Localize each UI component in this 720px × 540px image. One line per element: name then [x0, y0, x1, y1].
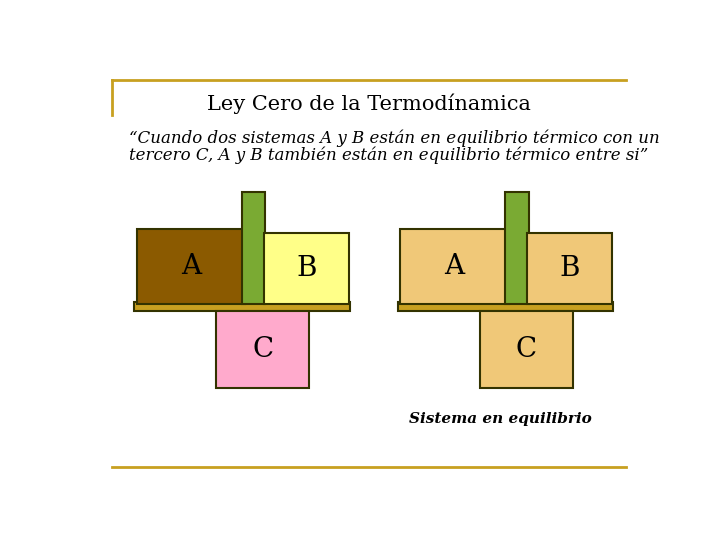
Bar: [400, 229, 508, 303]
Text: “Cuando dos sistemas A y B están en equilibrio térmico con un: “Cuando dos sistemas A y B están en equi…: [129, 130, 660, 147]
Text: A: A: [444, 253, 464, 280]
Bar: [505, 192, 528, 303]
Text: tercero C, A y B también están en equilibrio térmico entre si”: tercero C, A y B también están en equili…: [129, 146, 648, 164]
Bar: [397, 302, 613, 311]
Text: Sistema en equilibrio: Sistema en equilibrio: [410, 412, 592, 426]
Text: B: B: [296, 254, 317, 281]
Text: A: A: [181, 253, 201, 280]
Bar: [216, 311, 310, 388]
Bar: [137, 229, 245, 303]
Bar: [480, 311, 573, 388]
Text: Ley Cero de la Termodínamica: Ley Cero de la Termodínamica: [207, 93, 531, 113]
Text: C: C: [252, 336, 274, 363]
Bar: [527, 233, 612, 303]
Text: B: B: [559, 254, 580, 281]
Bar: [134, 302, 350, 311]
Bar: [264, 233, 349, 303]
Text: C: C: [516, 336, 537, 363]
Bar: [242, 192, 265, 303]
